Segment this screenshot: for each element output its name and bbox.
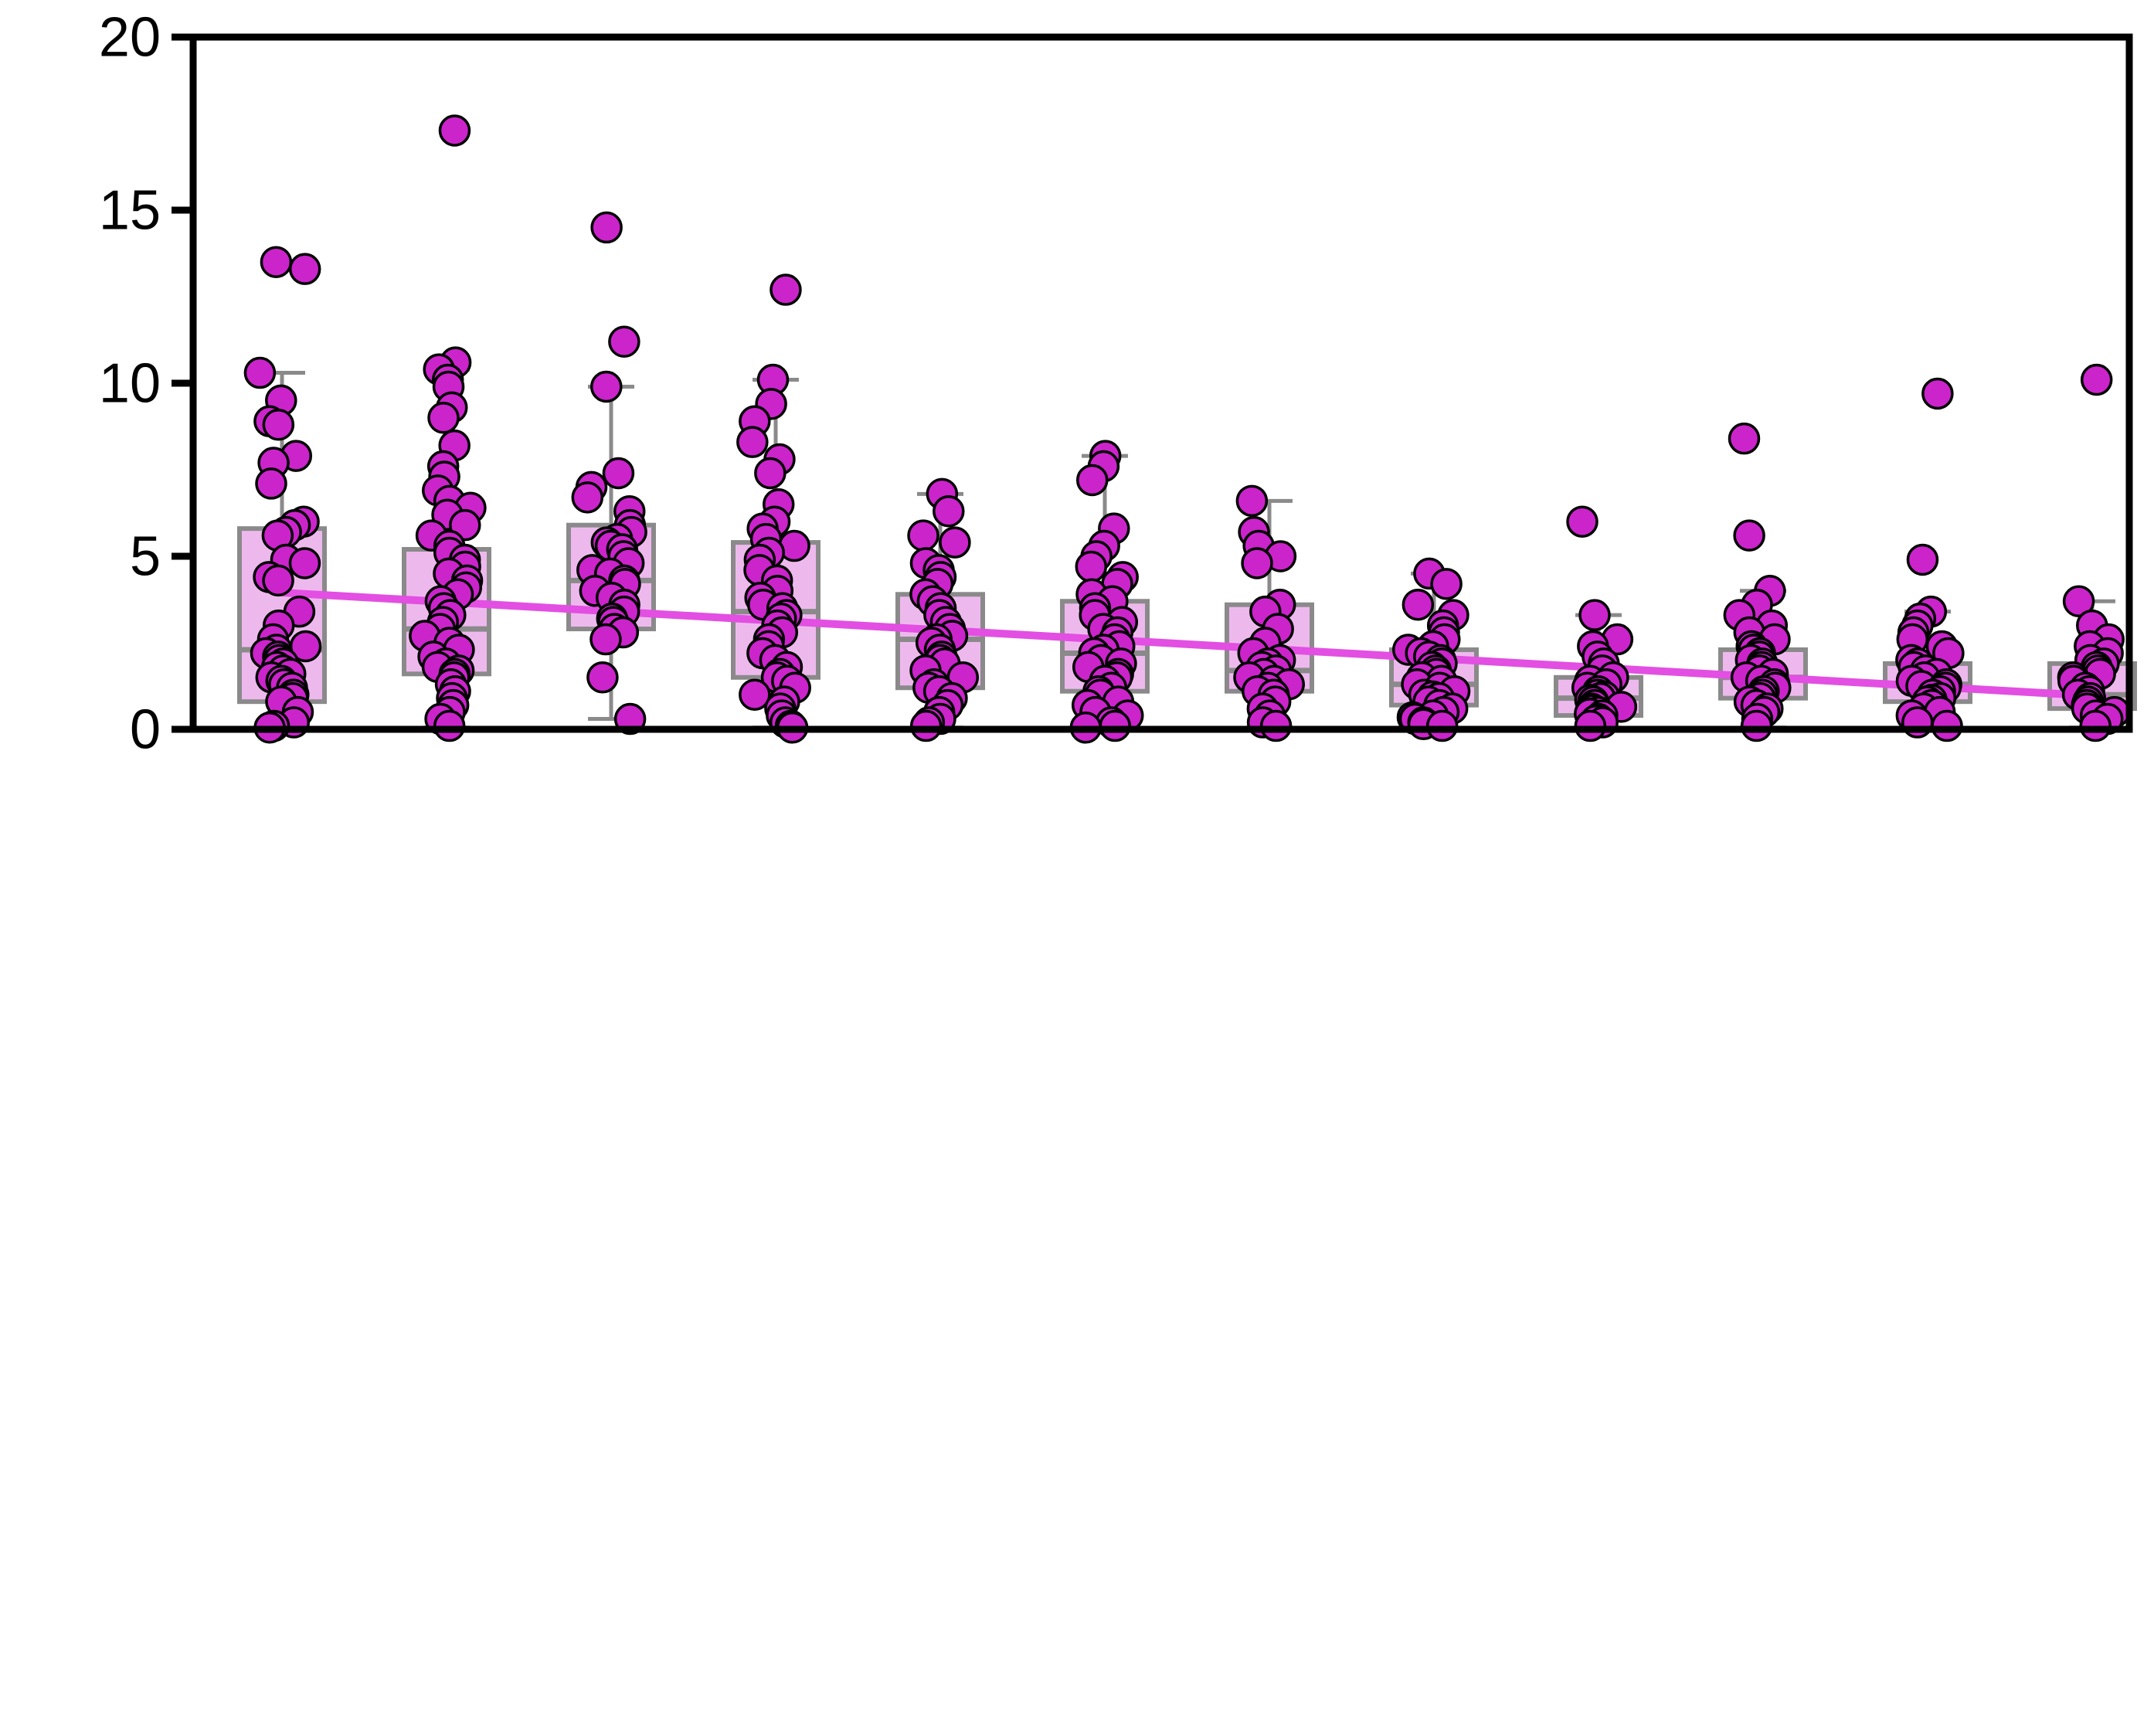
scatter-point <box>1075 550 1108 583</box>
scatter-point <box>736 426 769 458</box>
y-tick-label: 10 <box>99 352 161 414</box>
scatter-point <box>608 325 640 358</box>
scatter-point <box>427 402 460 434</box>
scatter-point <box>1566 505 1599 538</box>
y-tick-label: 5 <box>130 525 161 587</box>
scatter-point <box>589 623 622 656</box>
scatter-point <box>243 356 277 389</box>
scatter-point <box>288 547 321 579</box>
scatter-point <box>255 467 287 500</box>
scatter-point <box>1921 377 1954 410</box>
scatter-point <box>1401 588 1435 621</box>
scatter-point <box>1075 464 1109 497</box>
scatter-points <box>243 114 2131 744</box>
scatter-point <box>2080 363 2113 396</box>
scatter-point <box>262 564 294 597</box>
scatter-point <box>602 457 635 490</box>
scatter-point <box>770 273 802 306</box>
y-tick-label: 0 <box>130 698 161 760</box>
scatter-point <box>586 661 619 694</box>
scatter-point <box>939 526 971 559</box>
scatter-point <box>1241 547 1273 579</box>
scatter-point <box>1728 422 1761 455</box>
scatter-point <box>739 678 771 711</box>
scatter-point <box>1430 568 1463 600</box>
scatter-point <box>1906 543 1939 576</box>
panel-a: 0 5 10 15 20 <box>99 6 2137 760</box>
scatter-point <box>438 114 471 147</box>
scatter-point <box>262 409 295 441</box>
scatter-point <box>590 370 623 403</box>
scatter-point <box>1578 599 1611 631</box>
scatter-point <box>288 253 321 285</box>
y-tick-label: 20 <box>99 6 161 68</box>
scatter-point <box>1235 484 1269 518</box>
scatter-point <box>571 481 604 514</box>
scatter-point <box>754 457 787 490</box>
scatter-point <box>1733 519 1765 552</box>
scatter-point <box>907 519 939 552</box>
trend-line <box>278 589 2108 701</box>
scatter-point <box>2062 585 2095 617</box>
y-tick-label: 15 <box>99 179 161 241</box>
scatter-point <box>933 495 965 528</box>
scatter-point <box>590 211 623 244</box>
scatter-point <box>260 246 293 278</box>
